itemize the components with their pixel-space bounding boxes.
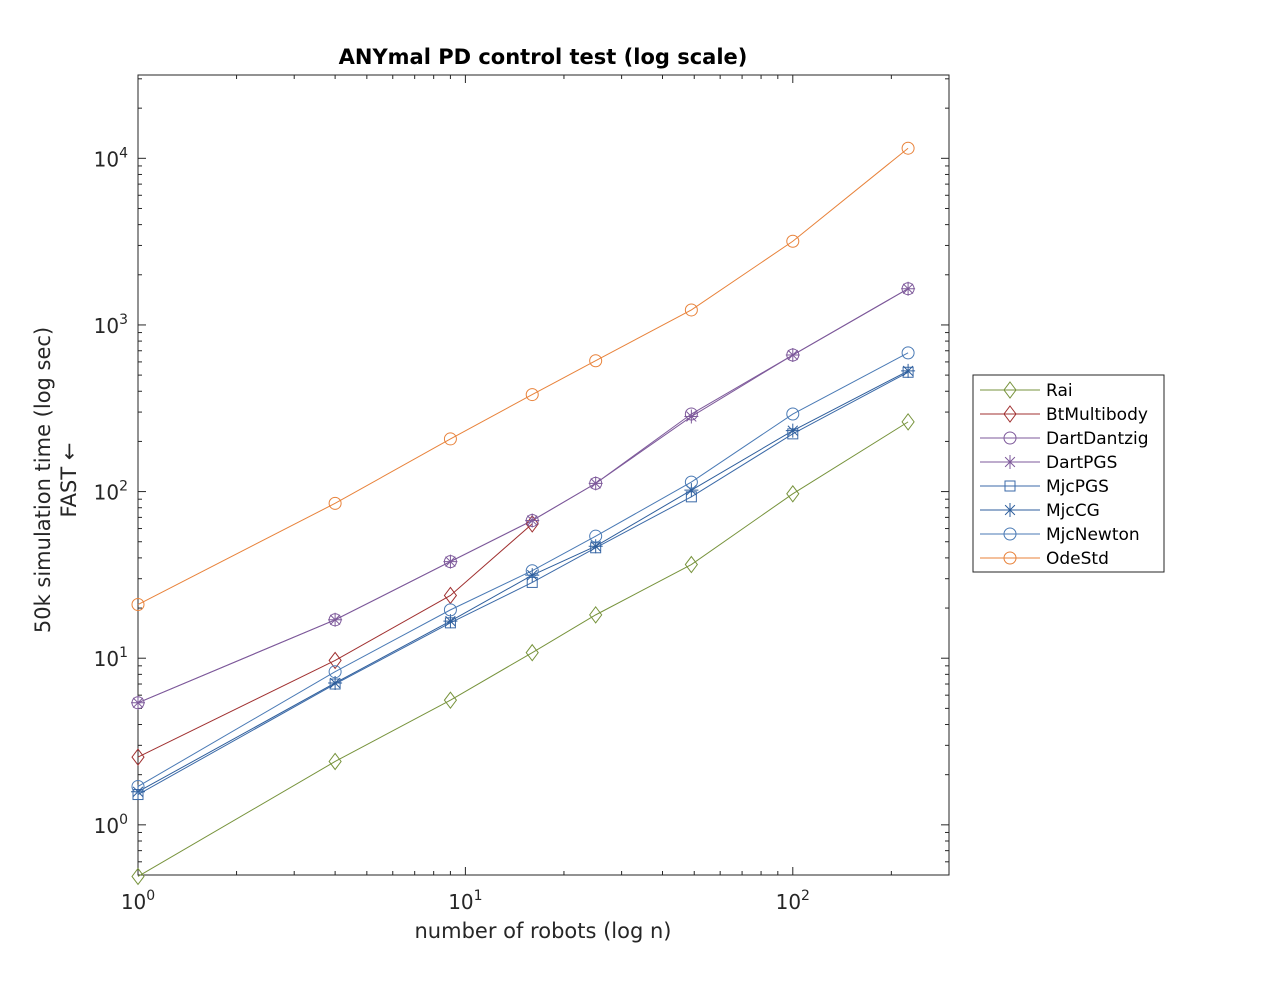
legend-marker-mjcnewton bbox=[1003, 527, 1017, 541]
legend-marker-dartpgs bbox=[1003, 455, 1017, 469]
data-point-rai bbox=[525, 643, 539, 662]
data-point-mjcnewton bbox=[786, 407, 800, 421]
data-point-btmultibody bbox=[328, 651, 342, 670]
axes-box bbox=[137, 74, 950, 876]
data-point-mjcnewton bbox=[901, 346, 915, 360]
data-point-mjccg bbox=[443, 614, 458, 629]
data-point-odestd bbox=[443, 432, 457, 446]
legend-label-dartdantzig: DartDantzig bbox=[1046, 429, 1149, 449]
axis-ticks bbox=[137, 75, 950, 876]
data-point-rai bbox=[589, 606, 603, 624]
data-point-mjccg bbox=[901, 363, 916, 378]
legend-marker-odestd bbox=[1003, 551, 1017, 565]
legend-marker-dartdantzig bbox=[1003, 431, 1017, 445]
series-lines bbox=[137, 147, 909, 877]
data-point-dartpgs bbox=[588, 476, 603, 491]
data-point-mjccg bbox=[588, 539, 603, 554]
data-point-dartpgs bbox=[131, 695, 145, 710]
series-line-odestd bbox=[137, 147, 909, 605]
legend-label-mjcpgs: MjcPGS bbox=[1046, 477, 1109, 497]
legend-marker-mjccg bbox=[1003, 503, 1017, 517]
tick-labels: 100 101 102 100 101 102 103 104 bbox=[94, 145, 810, 914]
data-point-odestd bbox=[684, 303, 698, 317]
y-axis-label-group: 50k simulation time (log sec) FAST ← bbox=[31, 327, 81, 633]
x-tick-label: 100 bbox=[121, 888, 155, 914]
data-point-mjccg bbox=[785, 423, 800, 438]
data-point-odestd bbox=[901, 141, 915, 155]
data-point-btmultibody bbox=[131, 748, 145, 766]
data-point-dartpgs bbox=[785, 348, 800, 363]
data-point-rai bbox=[786, 484, 800, 503]
legend-marker-btmultibody bbox=[1003, 405, 1017, 423]
legend-marker-mjcpgs bbox=[1004, 480, 1016, 492]
data-point-mjcnewton bbox=[525, 564, 539, 578]
data-point-rai bbox=[328, 752, 342, 771]
data-point-odestd bbox=[131, 598, 145, 612]
data-point-dartpgs bbox=[443, 554, 458, 569]
data-point-odestd bbox=[589, 354, 603, 368]
data-point-mjccg bbox=[684, 483, 699, 498]
data-point-mjcnewton bbox=[684, 475, 698, 489]
data-point-dartpgs bbox=[328, 612, 343, 627]
data-point-mjccg bbox=[525, 568, 540, 583]
legend-label-btmultibody: BtMultibody bbox=[1046, 405, 1148, 425]
series-line-rai bbox=[137, 421, 909, 877]
legend-marker-rai bbox=[1003, 381, 1017, 399]
y-tick-label: 100 bbox=[94, 812, 128, 838]
legend-box bbox=[972, 374, 1165, 573]
data-point-rai bbox=[684, 555, 698, 574]
series-line-btmultibody bbox=[137, 523, 533, 758]
y-tick-label: 101 bbox=[94, 645, 128, 671]
data-point-mjcnewton bbox=[589, 529, 603, 543]
data-point-mjccg bbox=[131, 784, 145, 799]
series-markers bbox=[131, 141, 916, 886]
data-point-dartpgs bbox=[684, 409, 699, 424]
series-line-mjcpgs bbox=[137, 371, 909, 795]
data-point-mjcnewton bbox=[328, 665, 342, 679]
data-point-odestd bbox=[328, 496, 342, 510]
series-line-mjccg bbox=[137, 370, 909, 793]
plot-area bbox=[131, 74, 950, 886]
data-point-btmultibody bbox=[525, 515, 539, 533]
data-point-rai bbox=[131, 867, 145, 886]
legend-label-dartpgs: DartPGS bbox=[1046, 453, 1117, 473]
legend: Rai BtMultibody DartDantzig DartPGS MjcPGS Mj… bbox=[972, 374, 1165, 573]
series-line-dartpgs bbox=[137, 288, 909, 704]
x-tick-label: 101 bbox=[448, 888, 482, 914]
data-point-odestd bbox=[525, 388, 539, 402]
data-point-mjccg bbox=[328, 675, 343, 690]
y-tick-label: 104 bbox=[94, 145, 128, 171]
y-tick-label: 102 bbox=[94, 479, 128, 505]
data-point-dartpgs bbox=[901, 281, 916, 296]
legend-label-mjcnewton: MjcNewton bbox=[1046, 525, 1140, 545]
y-axis-label-fast: FAST ← bbox=[57, 443, 81, 518]
data-point-mjcnewton bbox=[131, 779, 145, 793]
legend-label-odestd: OdeStd bbox=[1046, 549, 1109, 569]
data-point-mjcnewton bbox=[443, 603, 457, 617]
data-point-rai bbox=[443, 691, 458, 710]
legend-label-mjccg: MjcCG bbox=[1046, 501, 1100, 521]
x-tick-label: 102 bbox=[776, 888, 810, 914]
data-point-rai bbox=[901, 413, 915, 431]
legend-items: Rai BtMultibody DartDantzig DartPGS MjcPGS Mj… bbox=[980, 381, 1149, 569]
series-line-mjcnewton bbox=[137, 352, 909, 787]
data-point-odestd bbox=[786, 234, 800, 248]
y-tick-label: 103 bbox=[94, 312, 128, 338]
x-axis-label: number of robots (log n) bbox=[415, 919, 672, 943]
data-point-dartpgs bbox=[525, 513, 540, 528]
legend-label-rai: Rai bbox=[1046, 381, 1073, 401]
y-axis-label: 50k simulation time (log sec) bbox=[31, 327, 55, 633]
chart-title: ANYmal PD control test (log scale) bbox=[339, 45, 748, 69]
